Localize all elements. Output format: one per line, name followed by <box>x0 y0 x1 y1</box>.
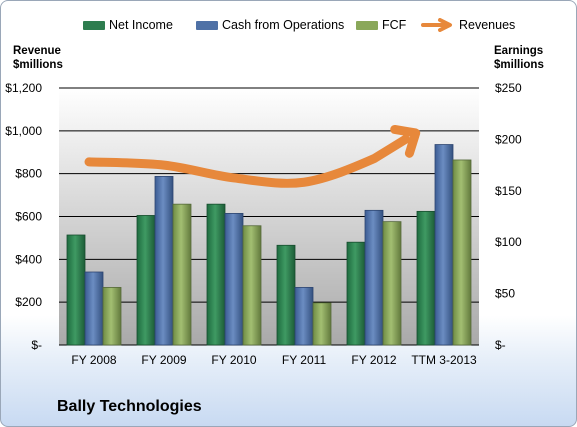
bar-fcf <box>382 221 402 346</box>
right-tick-label: $50 <box>495 287 515 301</box>
left-axis-title-line1: Revenue <box>13 45 61 57</box>
bar-net-income <box>136 215 156 346</box>
right-axis-title: Earnings $millions <box>494 44 544 72</box>
category-label: TTM 3-2013 <box>411 353 477 367</box>
left-tick-label: $200 <box>15 295 42 309</box>
bar-cash-from-operations <box>294 287 314 346</box>
legend-label-net-income: Net Income <box>109 18 173 32</box>
left-tick-label: $400 <box>15 252 42 266</box>
company-name: Bally Technologies <box>57 398 202 415</box>
revenue-arrow-icon <box>421 18 452 32</box>
category-label: FY 2010 <box>211 353 256 367</box>
gridlines <box>59 87 479 346</box>
bars <box>66 144 472 346</box>
bar-net-income <box>66 234 86 346</box>
category-label: FY 2012 <box>351 353 396 367</box>
bar-cash-from-operations <box>364 209 384 346</box>
legend-swatch-cash-from-operations <box>196 20 218 30</box>
category-label: FY 2008 <box>71 353 116 367</box>
left-tick-label: $- <box>31 338 42 352</box>
left-tick-label: $600 <box>15 210 42 224</box>
bar-fcf <box>102 287 122 346</box>
bar-fcf <box>312 302 332 346</box>
category-label: FY 2009 <box>141 353 186 367</box>
legend-swatch-fcf <box>356 20 378 30</box>
bar-net-income <box>416 210 436 346</box>
left-tick-label: $1,000 <box>5 124 42 138</box>
legend-label-cash-from-operations: Cash from Operations <box>222 18 345 32</box>
left-axis-title: Revenue $millions <box>13 44 63 72</box>
revenue-trend-line <box>84 134 410 188</box>
bar-net-income <box>206 203 226 346</box>
revenue-trend <box>84 124 421 188</box>
legend-swatch-net-income <box>83 20 105 30</box>
left-tick-label: $1,200 <box>5 81 42 95</box>
right-tick-label: $150 <box>495 184 522 198</box>
bar-cash-from-operations <box>84 271 104 346</box>
chart-plot: $- $200 $400 $600 $800 $1,000 $1,200 $- $50 $100 $… <box>5 81 522 367</box>
tick-labels: $- $200 $400 $600 $800 $1,000 $1,200 $- $50 $100 $… <box>5 81 522 367</box>
category-label: FY 2011 <box>282 353 327 367</box>
legend-label-fcf: FCF <box>382 18 407 32</box>
right-tick-label: $100 <box>495 235 522 249</box>
bar-net-income <box>276 244 296 346</box>
legend-label-revenues: Revenues <box>459 18 516 32</box>
legend-item-revenues: Revenues <box>421 15 515 35</box>
left-axis-title-line2: $millions <box>13 59 63 71</box>
right-axis-title-line1: Earnings <box>494 45 544 57</box>
right-tick-label: $- <box>495 338 506 352</box>
bar-cash-from-operations <box>224 213 244 346</box>
bar-fcf <box>172 203 192 346</box>
revenue-arrowhead <box>390 124 421 158</box>
legend: Net Income Cash from Operations FCF Reve… <box>1 15 576 35</box>
left-tick-label: $800 <box>15 167 42 181</box>
bar-cash-from-operations <box>434 144 454 346</box>
right-axis-title-line2: $millions <box>494 59 544 71</box>
bar-fcf <box>452 159 472 346</box>
bar-fcf <box>242 225 262 346</box>
right-tick-label: $250 <box>495 81 522 95</box>
legend-item-fcf: FCF <box>356 15 406 35</box>
bar-cash-from-operations <box>154 176 174 346</box>
bar-net-income <box>346 241 366 346</box>
right-tick-label: $200 <box>495 132 522 146</box>
legend-item-cash-from-operations: Cash from Operations <box>196 15 344 35</box>
legend-item-net-income: Net Income <box>83 15 173 35</box>
